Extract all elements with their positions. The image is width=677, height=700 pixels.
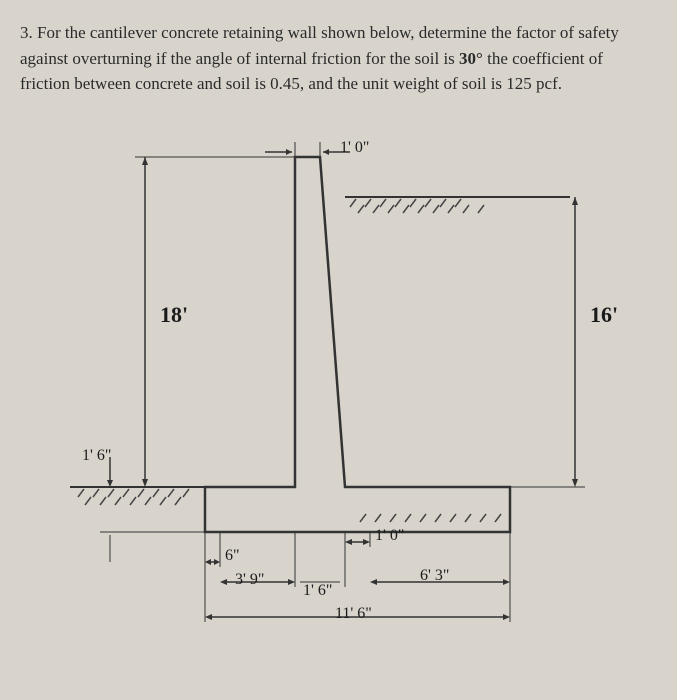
friction-angle: 30° [459, 49, 483, 68]
dim-toe-offset: 6" [225, 547, 240, 565]
problem-statement: 3. For the cantilever concrete retaining… [20, 20, 657, 97]
problem-text-3: the coefficient of [487, 49, 603, 68]
retaining-wall-diagram: 1' 0" 18' 16' 1' 6" 6" 3' 9" 1' 6" 1' 0"… [40, 127, 640, 647]
problem-number: 3. [20, 23, 33, 42]
dim-stem-top: 1' 0" [340, 139, 369, 157]
problem-text-4: friction between concrete and soil is 0.… [20, 74, 562, 93]
wall-svg [40, 127, 640, 647]
dim-base-thickness: 1' 6" [82, 447, 111, 465]
dim-total: 11' 6" [335, 605, 372, 623]
dim-heel: 6' 3" [420, 567, 449, 585]
dim-height-left: 18' [160, 302, 188, 328]
dim-stem-bottom: 1' 6" [303, 582, 332, 600]
problem-text-2: against overturning if the angle of inte… [20, 49, 455, 68]
dim-toe: 3' 9" [235, 571, 264, 589]
dim-heel-offset: 1' 0" [375, 527, 404, 545]
problem-text-1: For the cantilever concrete retaining wa… [37, 23, 619, 42]
dim-height-right: 16' [590, 302, 618, 328]
